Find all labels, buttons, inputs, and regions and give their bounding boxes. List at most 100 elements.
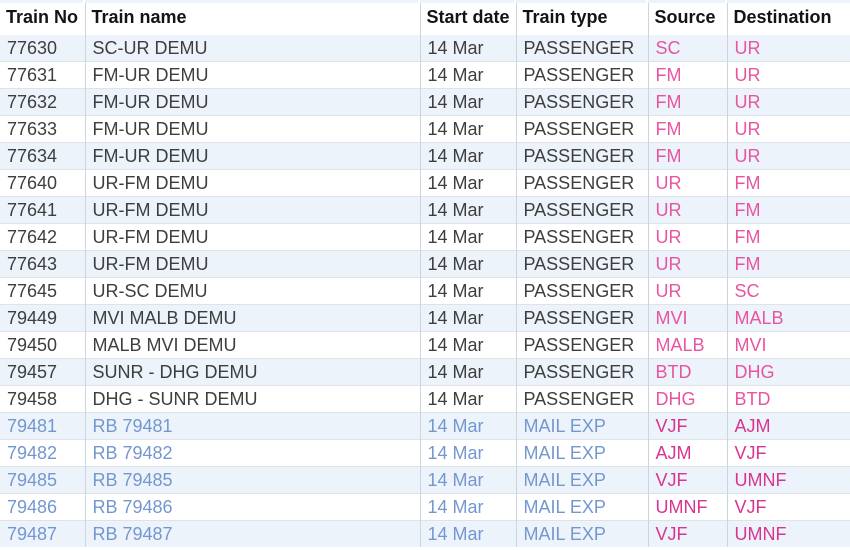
cell-train-name: UR-FM DEMU bbox=[85, 250, 421, 278]
cell-train-name[interactable]: RB 79485 bbox=[85, 466, 421, 494]
cell-source[interactable]: MVI bbox=[648, 304, 728, 332]
cell-train-no[interactable]: 79485 bbox=[0, 466, 86, 494]
cell-destination[interactable]: FM bbox=[727, 169, 850, 197]
cell-train-type: PASSENGER bbox=[516, 115, 649, 143]
cell-start-date[interactable]: 14 Mar bbox=[420, 439, 517, 467]
cell-train-type[interactable]: MAIL EXP bbox=[516, 439, 649, 467]
column-header-train-no: Train No bbox=[0, 3, 86, 35]
cell-start-date: 14 Mar bbox=[420, 142, 517, 170]
cell-source[interactable]: VJF bbox=[648, 520, 728, 547]
cell-start-date: 14 Mar bbox=[420, 169, 517, 197]
cell-train-no[interactable]: 79481 bbox=[0, 412, 86, 440]
train-table: Train No Train name Start date Train type So… bbox=[0, 3, 850, 547]
cell-train-type: PASSENGER bbox=[516, 169, 649, 197]
cell-source[interactable]: UMNF bbox=[648, 493, 728, 521]
cell-start-date: 14 Mar bbox=[420, 223, 517, 251]
cell-train-type: PASSENGER bbox=[516, 304, 649, 332]
cell-source[interactable]: FM bbox=[648, 142, 728, 170]
cell-source[interactable]: FM bbox=[648, 88, 728, 116]
cell-destination[interactable]: UR bbox=[727, 61, 850, 89]
cell-train-name: SUNR - DHG DEMU bbox=[85, 358, 421, 386]
cell-train-name[interactable]: RB 79481 bbox=[85, 412, 421, 440]
cell-train-name: UR-SC DEMU bbox=[85, 277, 421, 305]
cell-train-type: PASSENGER bbox=[516, 34, 649, 62]
cell-train-no[interactable]: 79482 bbox=[0, 439, 86, 467]
table-row: 79450 MALB MVI DEMU 14 Mar PASSENGER MALB MVI bbox=[0, 331, 850, 359]
cell-train-name[interactable]: RB 79486 bbox=[85, 493, 421, 521]
cell-source[interactable]: UR bbox=[648, 196, 728, 224]
cell-train-type: PASSENGER bbox=[516, 277, 649, 305]
cell-destination[interactable]: MVI bbox=[727, 331, 850, 359]
cell-destination[interactable]: FM bbox=[727, 196, 850, 224]
cell-source[interactable]: MALB bbox=[648, 331, 728, 359]
column-header-train-type: Train type bbox=[516, 3, 649, 35]
cell-train-type[interactable]: MAIL EXP bbox=[516, 412, 649, 440]
cell-source[interactable]: FM bbox=[648, 115, 728, 143]
cell-source[interactable]: AJM bbox=[648, 439, 728, 467]
cell-destination[interactable]: UR bbox=[727, 34, 850, 62]
cell-start-date: 14 Mar bbox=[420, 385, 517, 413]
cell-source[interactable]: VJF bbox=[648, 466, 728, 494]
cell-train-no[interactable]: 79487 bbox=[0, 520, 86, 547]
table-row: 77633 FM-UR DEMU 14 Mar PASSENGER FM UR bbox=[0, 115, 850, 143]
cell-source[interactable]: DHG bbox=[648, 385, 728, 413]
cell-destination[interactable]: UMNF bbox=[727, 520, 850, 547]
table-row: 77630 SC-UR DEMU 14 Mar PASSENGER SC UR bbox=[0, 34, 850, 62]
cell-start-date: 14 Mar bbox=[420, 277, 517, 305]
cell-destination[interactable]: SC bbox=[727, 277, 850, 305]
cell-train-type[interactable]: MAIL EXP bbox=[516, 493, 649, 521]
cell-train-no: 79457 bbox=[0, 358, 86, 386]
cell-destination[interactable]: FM bbox=[727, 223, 850, 251]
cell-destination[interactable]: UR bbox=[727, 115, 850, 143]
cell-destination[interactable]: BTD bbox=[727, 385, 850, 413]
table-row: 79481 RB 79481 14 Mar MAIL EXP VJF AJM bbox=[0, 412, 850, 440]
cell-source[interactable]: UR bbox=[648, 169, 728, 197]
table-row: 77634 FM-UR DEMU 14 Mar PASSENGER FM UR bbox=[0, 142, 850, 170]
cell-source[interactable]: FM bbox=[648, 61, 728, 89]
cell-start-date[interactable]: 14 Mar bbox=[420, 466, 517, 494]
cell-destination[interactable]: AJM bbox=[727, 412, 850, 440]
cell-train-type[interactable]: MAIL EXP bbox=[516, 466, 649, 494]
cell-destination[interactable]: MALB bbox=[727, 304, 850, 332]
table-row: 77641 UR-FM DEMU 14 Mar PASSENGER UR FM bbox=[0, 196, 850, 224]
cell-train-no: 77642 bbox=[0, 223, 86, 251]
cell-train-no: 79458 bbox=[0, 385, 86, 413]
cell-train-name[interactable]: RB 79487 bbox=[85, 520, 421, 547]
cell-destination[interactable]: VJF bbox=[727, 439, 850, 467]
table-row: 77631 FM-UR DEMU 14 Mar PASSENGER FM UR bbox=[0, 61, 850, 89]
cell-train-no: 77645 bbox=[0, 277, 86, 305]
cell-train-no[interactable]: 79486 bbox=[0, 493, 86, 521]
cell-start-date: 14 Mar bbox=[420, 88, 517, 116]
cell-source[interactable]: UR bbox=[648, 250, 728, 278]
header-row: Train No Train name Start date Train type So… bbox=[0, 3, 850, 35]
cell-train-name[interactable]: RB 79482 bbox=[85, 439, 421, 467]
cell-source[interactable]: VJF bbox=[648, 412, 728, 440]
cell-destination[interactable]: UMNF bbox=[727, 466, 850, 494]
cell-train-type: PASSENGER bbox=[516, 142, 649, 170]
cell-start-date: 14 Mar bbox=[420, 61, 517, 89]
cell-train-name: MVI MALB DEMU bbox=[85, 304, 421, 332]
cell-start-date: 14 Mar bbox=[420, 250, 517, 278]
cell-source[interactable]: BTD bbox=[648, 358, 728, 386]
cell-start-date[interactable]: 14 Mar bbox=[420, 412, 517, 440]
cell-destination[interactable]: UR bbox=[727, 88, 850, 116]
cell-start-date[interactable]: 14 Mar bbox=[420, 493, 517, 521]
cell-start-date[interactable]: 14 Mar bbox=[420, 520, 517, 547]
table-body: 77630 SC-UR DEMU 14 Mar PASSENGER SC UR 77631 F… bbox=[0, 34, 850, 547]
cell-train-type: PASSENGER bbox=[516, 250, 649, 278]
table-row: 77632 FM-UR DEMU 14 Mar PASSENGER FM UR bbox=[0, 88, 850, 116]
cell-source[interactable]: UR bbox=[648, 277, 728, 305]
cell-destination[interactable]: FM bbox=[727, 250, 850, 278]
cell-destination[interactable]: DHG bbox=[727, 358, 850, 386]
cell-source[interactable]: UR bbox=[648, 223, 728, 251]
column-header-source: Source bbox=[648, 3, 728, 35]
cell-destination[interactable]: VJF bbox=[727, 493, 850, 521]
cell-train-name: MALB MVI DEMU bbox=[85, 331, 421, 359]
cell-destination[interactable]: UR bbox=[727, 142, 850, 170]
cell-train-type[interactable]: MAIL EXP bbox=[516, 520, 649, 547]
cell-train-name: UR-FM DEMU bbox=[85, 196, 421, 224]
cell-train-no: 77632 bbox=[0, 88, 86, 116]
table-row: 77640 UR-FM DEMU 14 Mar PASSENGER UR FM bbox=[0, 169, 850, 197]
cell-source[interactable]: SC bbox=[648, 34, 728, 62]
cell-train-no: 79450 bbox=[0, 331, 86, 359]
